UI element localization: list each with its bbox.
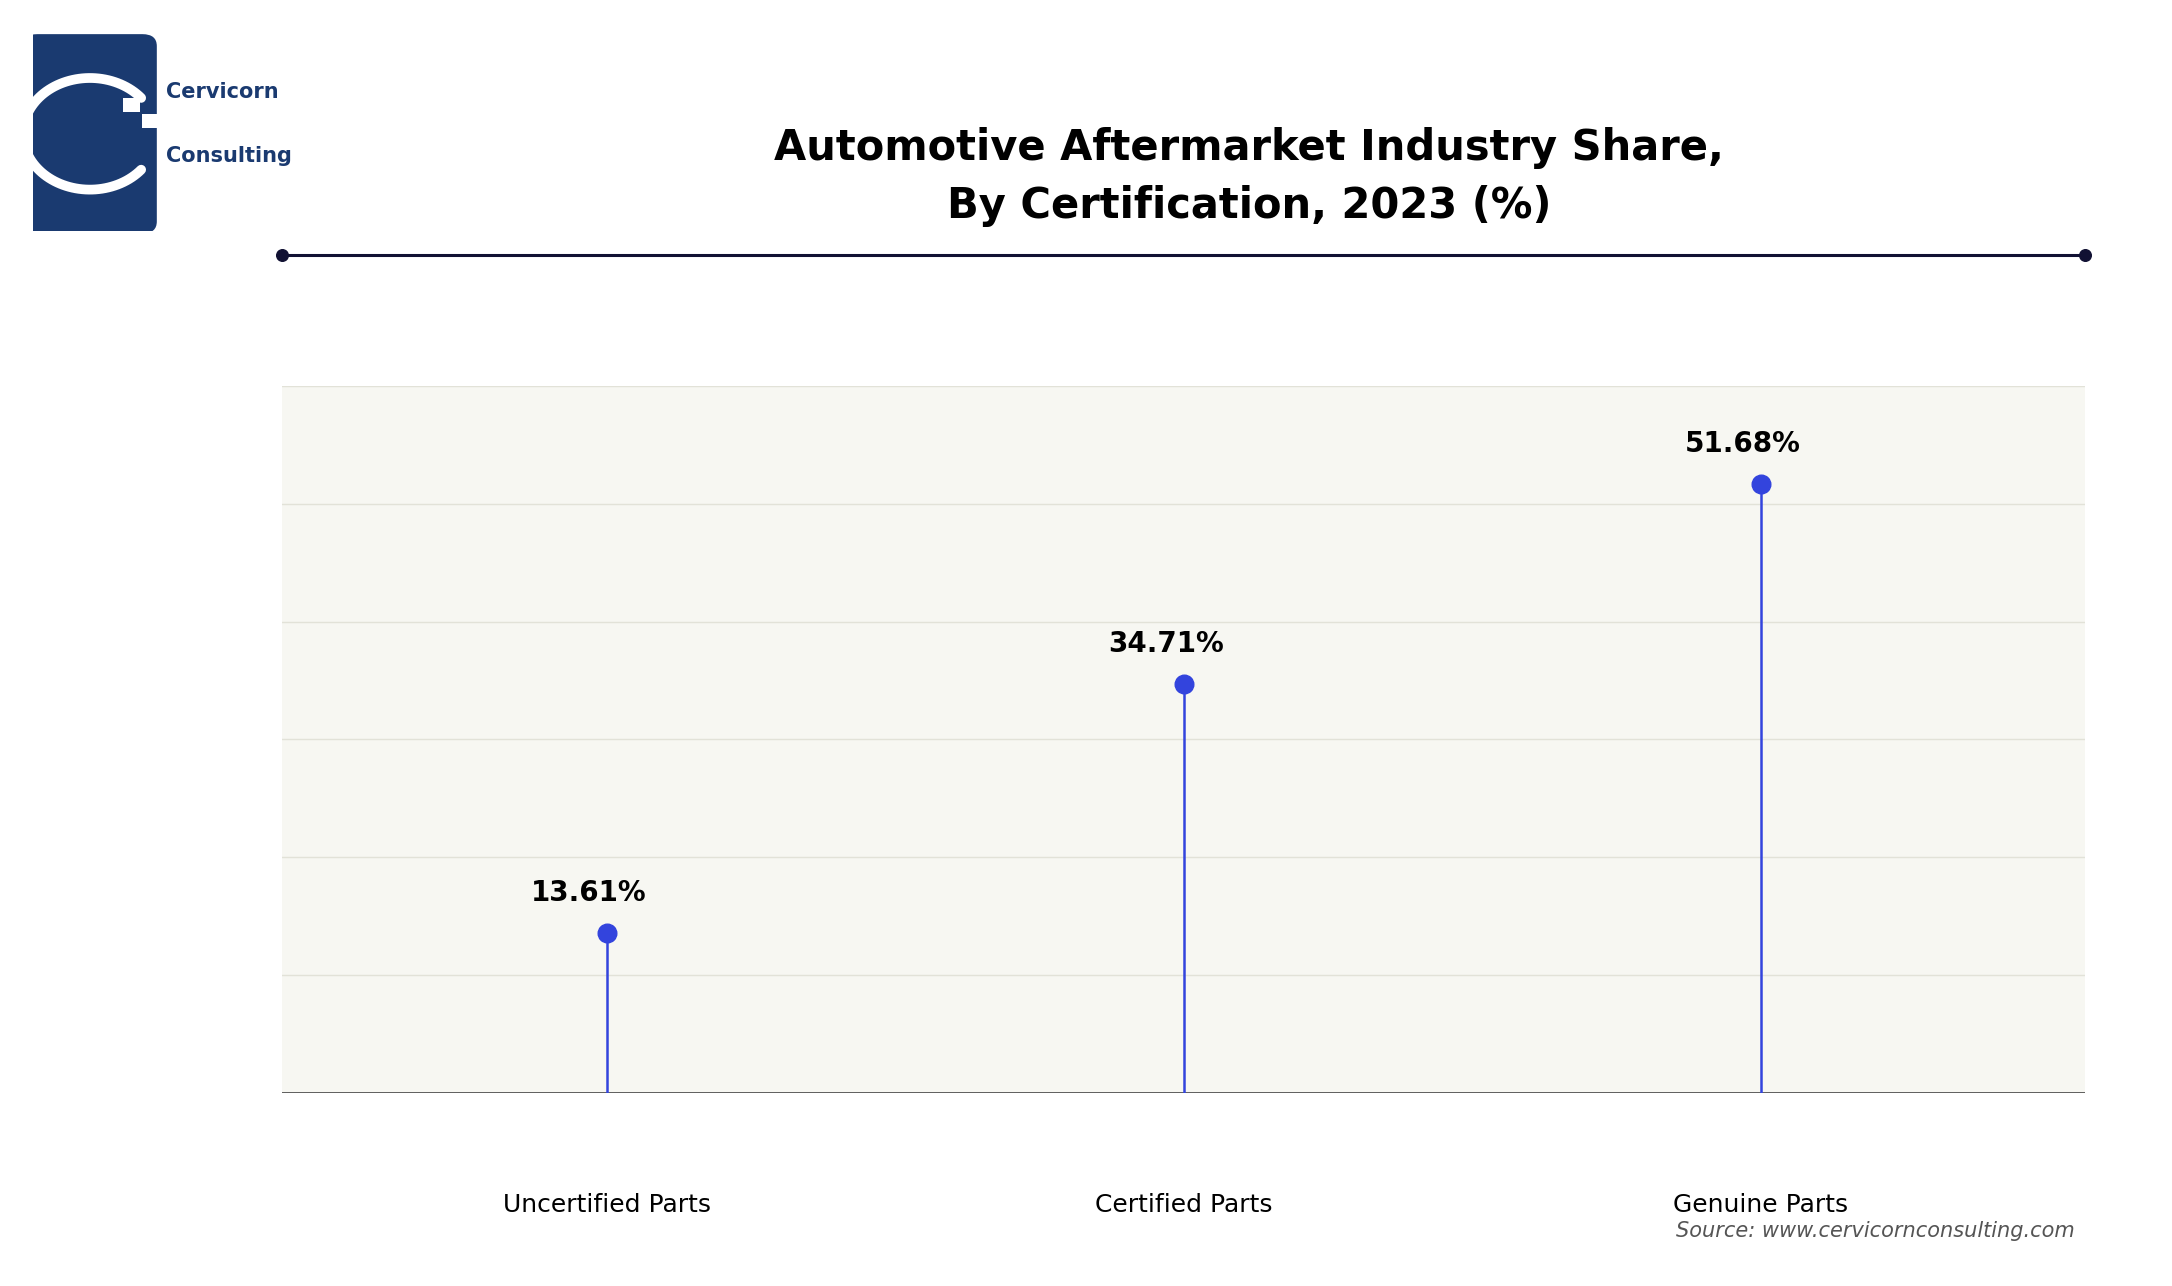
- Text: Genuine Parts: Genuine Parts: [1672, 1193, 1848, 1218]
- Text: 34.71%: 34.71%: [1108, 630, 1223, 658]
- Point: [265, 244, 300, 265]
- Text: Certified Parts: Certified Parts: [1095, 1193, 1273, 1218]
- FancyBboxPatch shape: [143, 114, 159, 127]
- FancyBboxPatch shape: [124, 98, 139, 112]
- Point: [1744, 473, 1779, 494]
- Text: Cervicorn: Cervicorn: [167, 82, 278, 102]
- Text: Automotive Aftermarket Industry Share,: Automotive Aftermarket Industry Share,: [773, 127, 1725, 168]
- FancyBboxPatch shape: [126, 113, 139, 123]
- FancyBboxPatch shape: [24, 35, 156, 234]
- Text: Uncertified Parts: Uncertified Parts: [504, 1193, 710, 1218]
- Point: [589, 922, 623, 943]
- Text: Consulting: Consulting: [167, 145, 293, 166]
- Text: 13.61%: 13.61%: [530, 878, 647, 907]
- Text: Source: www.cervicornconsulting.com: Source: www.cervicornconsulting.com: [1675, 1220, 2074, 1241]
- Point: [2068, 244, 2102, 265]
- Text: 51.68%: 51.68%: [1685, 430, 1801, 458]
- Point: [1166, 674, 1201, 694]
- Text: By Certification, 2023 (%): By Certification, 2023 (%): [947, 185, 1551, 226]
